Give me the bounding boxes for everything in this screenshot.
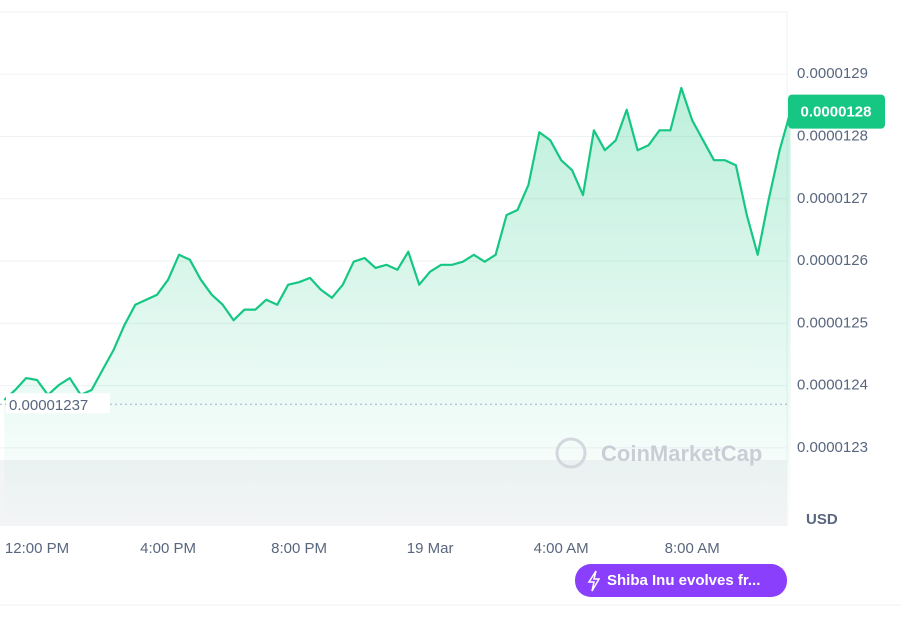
y-tick-label: 0.0000125 [797,314,868,331]
price-badge-label: 0.0000128 [801,104,872,121]
x-tick-label: 12:00 PM [5,540,69,557]
y-axis-label: USD [806,511,838,528]
x-tick-label: 4:00 PM [140,540,196,557]
x-tick-label: 19 Mar [407,540,454,557]
watermark-text: CoinMarketCap [601,441,762,466]
price-line [3,86,792,401]
annotation-icon [587,570,601,592]
x-tick-label: 8:00 PM [271,540,327,557]
annotation-text[interactable]: Shiba Inu evolves fr... [607,572,760,589]
annotation[interactable]: Shiba Inu evolves fr... [575,564,787,597]
reference-label: 0.00001237 [9,397,88,414]
plot: 0.00001237 [0,86,792,526]
y-tick-label: 0.0000124 [797,377,868,394]
y-tick-label: 0.0000128 [797,128,868,145]
x-tick-label: 8:00 AM [665,540,720,557]
x-tick-label: 4:00 AM [534,540,589,557]
y-tick-label: 0.0000127 [797,190,868,207]
reference-label-bg [6,393,110,414]
watermark: CoinMarketCap [555,437,762,469]
area [4,88,791,526]
watermark-logo [555,437,587,469]
y-tick-label: 0.0000126 [797,252,868,269]
y-tick-label: 0.0000129 [797,65,868,82]
annotation-pill[interactable] [575,564,787,597]
price-badge [788,94,885,129]
y-tick-label: 0.0000123 [797,439,868,456]
